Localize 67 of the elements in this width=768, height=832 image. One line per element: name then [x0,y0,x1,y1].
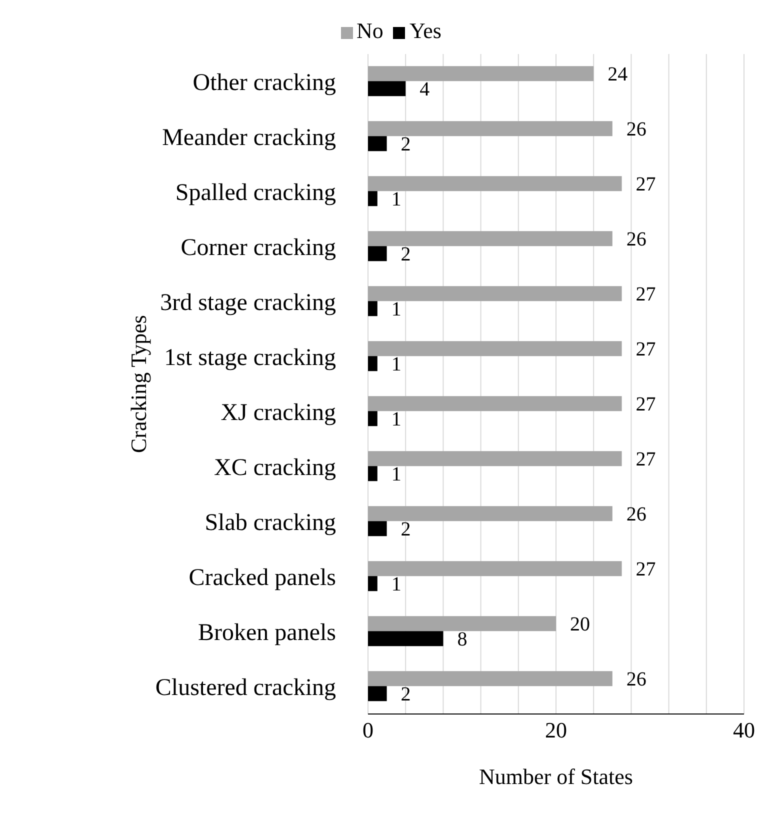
data-label: 1 [391,408,402,431]
x-tick-label: 0 [362,718,374,743]
data-label: 27 [636,448,656,471]
data-label: 2 [400,244,411,266]
data-label: 27 [636,338,656,361]
legend-label: Yes [409,18,442,43]
data-label: 27 [636,174,656,196]
y-tick-label: Meander cracking [162,125,336,152]
y-tick-label: XJ cracking [220,400,336,426]
x-tick-label: 20 [545,718,567,743]
bar [368,121,612,136]
y-tick-label: Broken panels [198,620,336,646]
bar [368,411,378,426]
bar [368,136,387,152]
data-label: 1 [391,464,402,486]
bar [368,356,378,372]
data-label: 27 [636,394,656,416]
bar [368,561,622,576]
data-label: 20 [570,614,590,636]
data-label: 2 [400,684,411,706]
bar [368,686,387,702]
bar [368,231,612,246]
bar [368,576,378,592]
data-label: 1 [391,298,402,321]
y-tick-label: Corner cracking [180,235,336,262]
data-label: 1 [391,354,402,376]
data-label: 4 [420,78,430,101]
data-label: 1 [391,188,402,211]
data-label: 2 [400,518,411,541]
y-tick-label: Slab cracking [204,510,336,536]
y-tick-label: Clustered cracking [155,675,336,702]
data-label: 26 [626,228,646,251]
bar [368,66,594,82]
y-axis-title: Cracking Types [126,315,151,453]
data-label: 27 [636,558,656,581]
bar [368,521,387,536]
bar [368,81,406,96]
bar [368,451,622,466]
y-tick-label: 3rd stage cracking [160,290,336,316]
y-tick-label: XC cracking [214,455,336,482]
bar [368,246,387,262]
bar [368,466,378,482]
data-label: 24 [608,64,628,86]
data-label: 8 [457,628,468,651]
bar [368,671,612,686]
bar [368,176,622,192]
data-label: 2 [400,134,411,156]
bar [368,286,622,302]
data-label: 26 [626,118,646,141]
bar [368,191,378,206]
x-axis-title: Number of States [479,764,633,789]
y-tick-label: 1st stage cracking [164,345,336,372]
legend-label: No [356,18,384,43]
y-tick-label: Cracked panels [188,565,336,592]
bar [368,616,556,632]
y-tick-label: Spalled cracking [175,180,336,206]
y-tick-label: Other cracking [192,70,336,96]
bar [368,341,622,356]
data-label: 1 [391,574,402,596]
bar [368,396,622,412]
bar [368,506,612,522]
x-tick-label: 40 [733,718,755,743]
bar [368,301,378,316]
bar [368,631,444,646]
data-label: 26 [626,504,646,526]
data-label: 27 [636,284,656,306]
data-label: 26 [626,668,646,691]
